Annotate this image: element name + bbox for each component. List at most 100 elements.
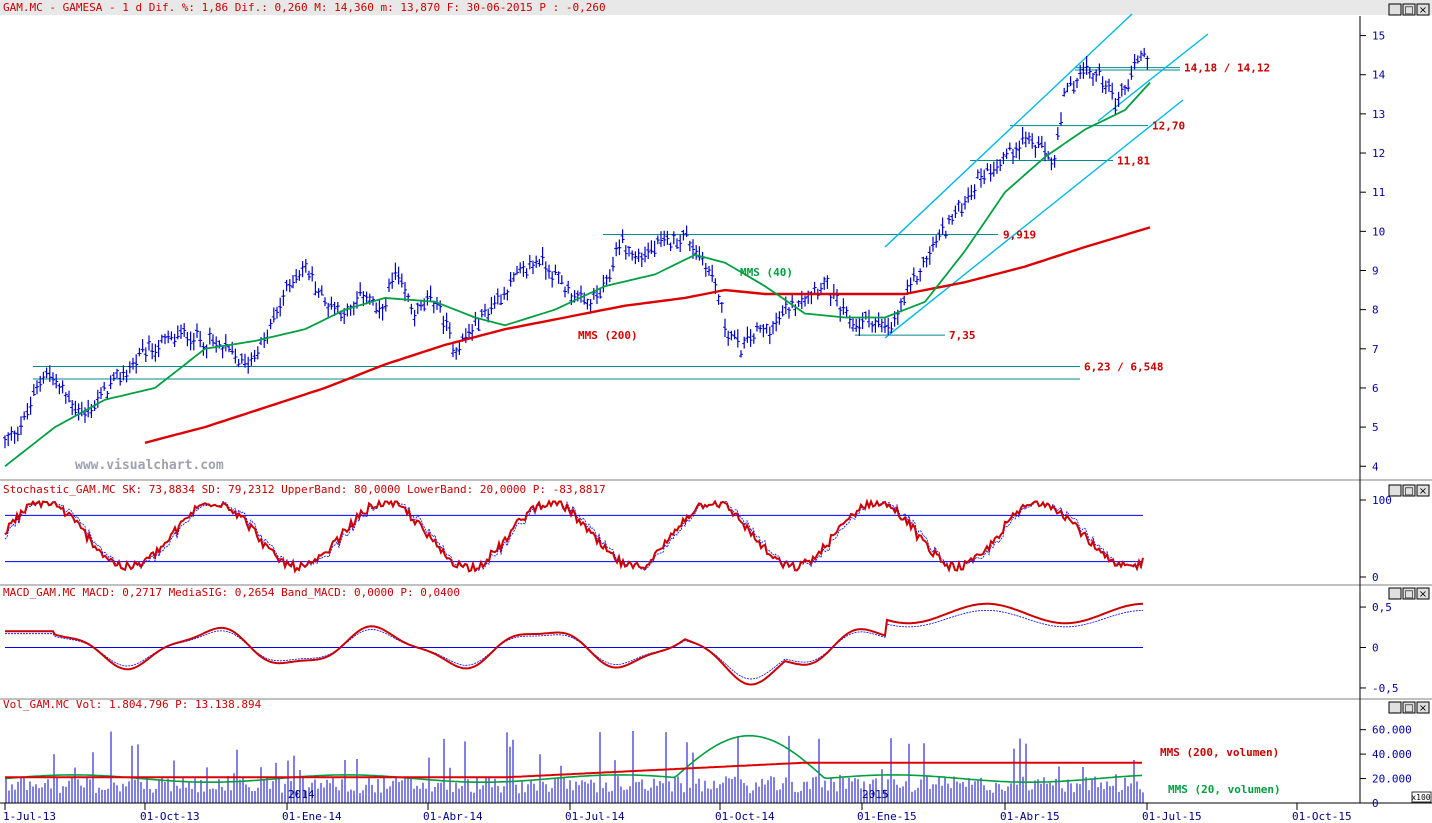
x-tick-label-9: 01-Oct-15 [1292, 810, 1352, 823]
panel-gap [0, 697, 1432, 713]
level-label-l1181: 11,81 [1117, 154, 1150, 167]
price-tick-label: 13 [1372, 108, 1385, 121]
price-tick-label: 7 [1372, 343, 1379, 356]
x-tick-label-5: 01-Oct-14 [715, 810, 775, 823]
x-tick-label-8: 01-Jul-15 [1142, 810, 1202, 823]
price-header-bar [0, 0, 1432, 15]
volume-mms-200-line [5, 761, 1142, 779]
button-glyph: _ [1392, 589, 1399, 600]
x-tick-label-0: 1-Jul-13 [3, 810, 56, 823]
button-glyph: × [1419, 589, 1427, 600]
window-button-minimize[interactable]: _ [1388, 587, 1402, 600]
button-frame [1402, 701, 1416, 714]
x-tick-label-7: 01-Abr-15 [1000, 810, 1060, 823]
level-label-l623: 6,23 / 6,548 [1084, 360, 1163, 373]
window-button-minimize[interactable]: _ [1388, 3, 1402, 16]
window-button-close[interactable]: × [1416, 701, 1430, 714]
level-label-l735: 7,35 [949, 329, 976, 342]
price-tick-label: 15 [1372, 30, 1385, 43]
stoch-tick-label: 100 [1372, 494, 1392, 507]
window-button-close[interactable]: × [1416, 3, 1430, 16]
price-tick-label: 6 [1372, 382, 1379, 395]
level-label-l1418: 14,18 / 14,12 [1184, 62, 1270, 75]
window-button-minimize[interactable]: _ [1388, 484, 1402, 497]
window-button-close[interactable]: × [1416, 484, 1430, 497]
button-glyph: × [1419, 486, 1427, 497]
volume-mms-200-label: MMS (200, volumen) [1160, 746, 1279, 759]
level-label-l9919: 9,919 [1003, 229, 1036, 242]
macd-signal-line [5, 610, 1143, 680]
button-frame [1388, 701, 1402, 714]
button-glyph: □ [1404, 5, 1413, 16]
window-button-maximize[interactable]: □ [1402, 701, 1416, 714]
mms-40-label: MMS (40) [740, 266, 793, 279]
button-frame [1416, 701, 1430, 714]
window-button-maximize[interactable]: □ [1402, 3, 1416, 16]
stochastic-header: Stochastic_GAM.MC SK: 73,8834 SD: 79,231… [3, 483, 606, 496]
x-tick-label-2: 01-Ene-14 [282, 810, 342, 823]
volume-mms-20-line [4, 734, 1143, 784]
mms-200-line [144, 226, 1151, 444]
x-tick-label-4: 01-Jul-14 [565, 810, 625, 823]
volume-bars [5, 731, 1144, 803]
year-mark-2014: 2014 [288, 788, 315, 801]
button-frame [1416, 484, 1430, 497]
stoch-sk-line [4, 498, 1144, 574]
x-tick-label-3: 01-Abr-14 [423, 810, 483, 823]
window-button-close[interactable]: × [1416, 587, 1430, 600]
price-tick-label: 11 [1372, 186, 1385, 199]
macd-tick-label: -0,5 [1372, 682, 1399, 695]
button-frame [1416, 3, 1430, 16]
volume-header: Vol_GAM.MC Vol: 1.804.796 P: 13.138.894 [3, 698, 262, 711]
price-tick-label: 12 [1372, 147, 1385, 160]
button-frame [1388, 587, 1402, 600]
macd-tick-label: 0,5 [1372, 601, 1392, 614]
price-tick-label: 9 [1372, 264, 1379, 277]
button-glyph: □ [1404, 589, 1413, 600]
unit-label: x100 [1411, 793, 1430, 802]
button-glyph: × [1419, 5, 1427, 16]
x-tick-label-1: 01-Oct-13 [140, 810, 200, 823]
button-glyph: □ [1404, 486, 1413, 497]
button-frame [1402, 587, 1416, 600]
volume-mms-20-label: MMS (20, volumen) [1168, 783, 1281, 796]
year-mark-2015: 2015 [862, 788, 889, 801]
window-button-minimize[interactable]: _ [1388, 701, 1402, 714]
button-frame [1388, 484, 1402, 497]
level-label-l1270: 12,70 [1152, 120, 1185, 133]
macd-tick-label: 0 [1372, 642, 1379, 655]
window-button-maximize[interactable]: □ [1402, 587, 1416, 600]
unit-box [1411, 791, 1432, 803]
macd-line [5, 602, 1144, 686]
price-tick-label: 14 [1372, 69, 1386, 82]
channel-lower-line [884, 99, 1184, 339]
watermark: www.visualchart.com [75, 458, 224, 473]
price-header: GAM.MC - GAMESA - 1 d Dif. %: 1,86 Dif.:… [3, 1, 606, 14]
price-tick-label: 10 [1372, 225, 1385, 238]
price-tick-label: 5 [1372, 421, 1379, 434]
button-frame [1416, 587, 1430, 600]
price-tick-label: 4 [1372, 460, 1379, 473]
channel-mid-line [1097, 33, 1209, 122]
mms-40-line [4, 81, 1151, 468]
button-frame [1402, 484, 1416, 497]
button-glyph: _ [1392, 486, 1399, 497]
button-glyph: × [1419, 703, 1427, 714]
button-frame [1402, 3, 1416, 16]
volume-tick-label: 0 [1372, 797, 1379, 810]
panel-gap [0, 583, 1432, 600]
window-button-maximize[interactable]: □ [1402, 484, 1416, 497]
x-tick-label-6: 01-Ene-15 [857, 810, 917, 823]
volume-tick-label: 60.000 [1372, 724, 1412, 737]
mms-200-label: MMS (200) [578, 329, 638, 342]
panel-gap [0, 478, 1432, 497]
price-tick-label: 8 [1372, 304, 1379, 317]
macd-header: MACD_GAM.MC MACD: 0,2717 MediaSIG: 0,265… [3, 586, 460, 599]
channel-upper-line [884, 13, 1133, 248]
button-glyph: □ [1404, 703, 1413, 714]
stoch-tick-label: 0 [1372, 571, 1379, 584]
button-frame [1388, 3, 1402, 16]
volume-tick-label: 20.000 [1372, 773, 1412, 786]
button-glyph: _ [1392, 703, 1399, 714]
